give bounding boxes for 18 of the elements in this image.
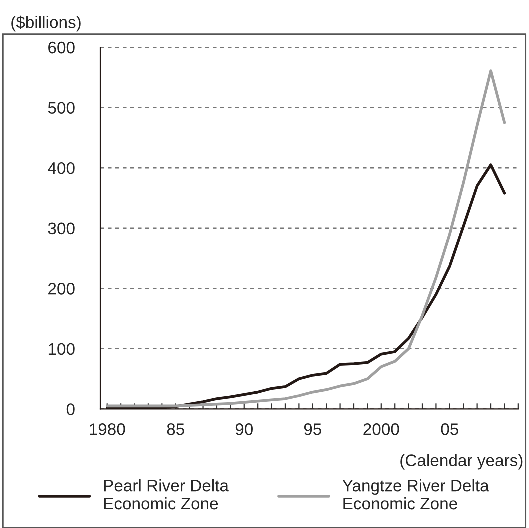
legend-label: Yangtze River Delta Economic Zone <box>342 480 490 510</box>
x-tick-label: 1980 <box>90 424 126 436</box>
y-tick-label: 500 <box>48 102 75 114</box>
y-tick-label: 400 <box>48 162 75 174</box>
x-tick-label: 90 <box>236 424 253 436</box>
y-tick-label: 0 <box>66 404 75 416</box>
x-tick-label: 2000 <box>364 424 400 436</box>
legend-label: Pearl River Delta Economic Zone <box>104 480 229 510</box>
y-tick-label: 100 <box>48 343 75 356</box>
y-tick-label: 200 <box>48 283 75 295</box>
y-tick-label: 300 <box>48 222 75 235</box>
x-axis-title: (Calendar years) <box>400 454 523 470</box>
y-axis-title: ($billions) <box>12 16 81 32</box>
x-tick-label: 85 <box>167 424 184 436</box>
x-tick-label: 05 <box>441 424 458 436</box>
y-tick-label: 600 <box>48 42 75 54</box>
line-series <box>106 70 506 408</box>
x-tick-label: 95 <box>304 424 322 436</box>
